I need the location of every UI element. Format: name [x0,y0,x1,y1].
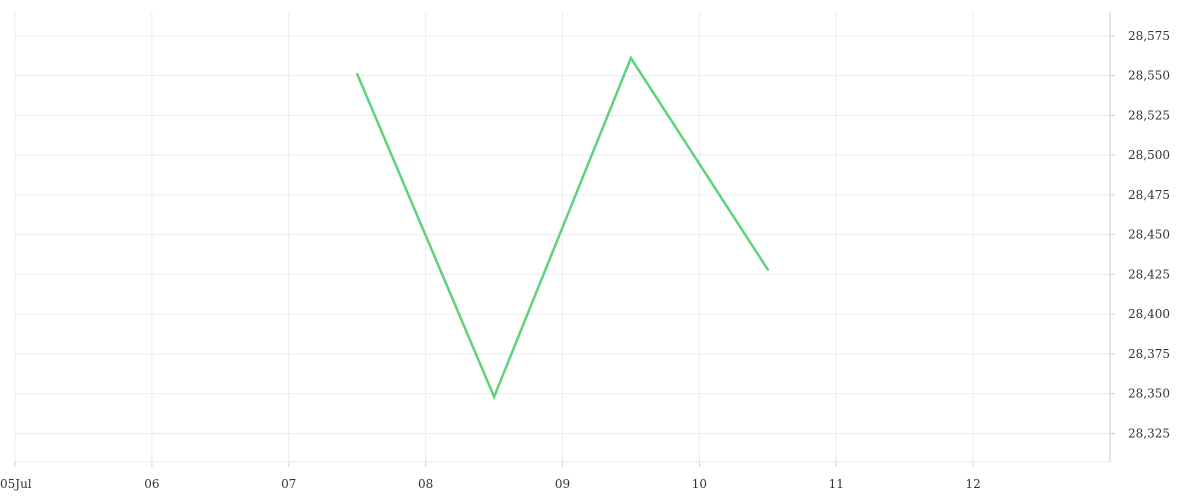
y-tick-label: 28,425 [1128,267,1170,281]
y-tick-label: 28,475 [1128,188,1170,202]
x-tick-label: 07 [281,477,296,491]
y-tick-label: 28,575 [1128,29,1170,43]
axes [14,12,1115,467]
x-tick-label: 06 [144,477,159,491]
y-tick-label: 28,550 [1128,69,1170,83]
series-layer [355,55,770,401]
y-tick-label: 28,450 [1128,228,1170,242]
x-tick-label: 05Jul [0,477,32,491]
y-tick-label: 28,350 [1128,387,1170,401]
y-tick-label: 28,375 [1128,347,1170,361]
x-tick-label: 11 [829,477,844,491]
y-tick-label: 28,325 [1128,426,1170,440]
tick-labels: 28,325 28,350 28,375 28,400 28,425 28,450 28,4… [0,29,1170,491]
series-line [355,55,770,401]
grid [14,12,1110,462]
y-tick-label: 28,400 [1128,307,1170,321]
x-tick-label: 09 [555,477,570,491]
y-tick-label: 28,500 [1128,148,1170,162]
x-tick-label: 12 [965,477,980,491]
x-tick-label: 08 [418,477,433,491]
y-tick-label: 28,525 [1128,108,1170,122]
x-tick-label: 10 [692,477,707,491]
